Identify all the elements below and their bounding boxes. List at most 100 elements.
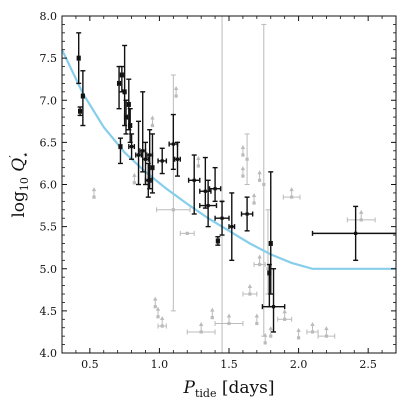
data-marker bbox=[77, 56, 81, 60]
data-marker bbox=[245, 212, 249, 216]
limit-point bbox=[91, 187, 97, 199]
limit-arrow-head bbox=[257, 254, 262, 259]
data-point bbox=[149, 133, 155, 194]
data-point bbox=[77, 106, 83, 117]
y-axis-label: log10 Q′⋆ bbox=[7, 151, 32, 217]
data-point bbox=[187, 154, 201, 215]
data-point bbox=[135, 120, 143, 186]
data-point bbox=[123, 99, 129, 135]
limit-point bbox=[257, 170, 262, 182]
limit-arrow-head bbox=[160, 316, 165, 321]
limit-point bbox=[296, 327, 301, 340]
data-marker bbox=[127, 102, 131, 107]
data-marker bbox=[220, 216, 224, 220]
limit-point bbox=[186, 321, 216, 335]
y-tick-label: 7.0 bbox=[40, 94, 58, 107]
limit-point bbox=[173, 86, 179, 98]
data-point bbox=[80, 70, 86, 127]
limit-points-layer bbox=[91, 15, 376, 354]
limit-arrow-head bbox=[240, 145, 246, 150]
data-point bbox=[215, 236, 221, 246]
limit-point bbox=[262, 332, 268, 345]
limit-point bbox=[346, 209, 376, 223]
model-curve bbox=[61, 49, 396, 270]
limit-arrow-head bbox=[282, 309, 287, 314]
limit-point bbox=[277, 309, 293, 322]
limit-marker bbox=[185, 231, 189, 235]
limit-point bbox=[153, 296, 158, 309]
y-tick-label: 6.0 bbox=[40, 179, 58, 192]
data-marker bbox=[192, 178, 196, 182]
limit-arrow-head bbox=[251, 193, 257, 198]
data-marker bbox=[117, 81, 121, 85]
limit-marker bbox=[245, 157, 249, 161]
data-point bbox=[261, 268, 286, 333]
x-tick-label: 1.0 bbox=[151, 358, 169, 371]
data-marker bbox=[143, 157, 148, 161]
data-marker bbox=[123, 90, 127, 94]
limit-marker bbox=[255, 321, 259, 326]
data-point bbox=[214, 200, 230, 236]
y-tick-label: 4.5 bbox=[40, 305, 58, 318]
y-tick-label: 4.0 bbox=[40, 347, 58, 360]
data-point bbox=[116, 65, 122, 110]
limit-marker bbox=[283, 317, 287, 321]
limit-point bbox=[150, 115, 155, 128]
limit-arrow-head bbox=[132, 172, 137, 177]
data-marker bbox=[120, 73, 124, 77]
data-point bbox=[117, 137, 123, 165]
limit-marker bbox=[171, 208, 175, 212]
limit-point bbox=[306, 321, 319, 335]
limit-point bbox=[157, 316, 167, 329]
limit-marker bbox=[258, 178, 262, 182]
data-point bbox=[208, 166, 222, 203]
limit-arrow-head bbox=[289, 187, 294, 192]
limit-arrow-head bbox=[257, 170, 262, 175]
data-marker bbox=[271, 305, 276, 309]
limit-arrow-head bbox=[91, 187, 97, 192]
limit-point bbox=[268, 326, 273, 338]
limit-point bbox=[219, 15, 225, 354]
limit-point bbox=[240, 166, 246, 178]
plot-area bbox=[61, 15, 396, 354]
axes-frame bbox=[61, 15, 397, 354]
limit-marker bbox=[359, 218, 363, 222]
data-marker bbox=[175, 157, 180, 161]
x-tick-label: 2.0 bbox=[290, 358, 308, 371]
data-point bbox=[128, 133, 136, 160]
data-marker bbox=[206, 203, 210, 208]
data-marker bbox=[171, 142, 175, 146]
data-marker bbox=[213, 187, 217, 191]
y-tick-label: 6.5 bbox=[40, 136, 58, 149]
limit-point bbox=[242, 284, 258, 297]
limit-marker bbox=[263, 341, 267, 345]
data-point bbox=[228, 192, 236, 262]
limit-arrow-head bbox=[173, 86, 179, 91]
data-marker bbox=[81, 94, 85, 98]
limit-marker bbox=[258, 262, 262, 267]
y-tick-label: 5.0 bbox=[40, 263, 58, 276]
data-point bbox=[126, 78, 132, 131]
limit-arrow-head bbox=[155, 306, 161, 311]
limit-arrow-head bbox=[226, 313, 232, 318]
limit-arrow-head bbox=[254, 313, 260, 318]
limit-point bbox=[261, 23, 267, 337]
data-marker bbox=[141, 149, 145, 153]
x-axis-label: Ptide [days] bbox=[183, 378, 275, 400]
limit-point bbox=[317, 326, 336, 339]
limit-point bbox=[282, 187, 301, 200]
y-tick-label: 8.0 bbox=[40, 10, 58, 23]
limit-marker bbox=[266, 267, 270, 271]
data-point bbox=[76, 32, 82, 85]
limit-marker bbox=[324, 334, 329, 338]
limit-arrow-head bbox=[150, 115, 155, 120]
data-marker bbox=[146, 178, 150, 182]
data-point bbox=[311, 205, 396, 262]
limit-arrow-head bbox=[240, 166, 246, 171]
y-tick-label: 7.5 bbox=[40, 52, 58, 65]
data-marker bbox=[78, 109, 82, 113]
limit-marker bbox=[248, 292, 252, 296]
data-point bbox=[144, 162, 152, 198]
data-marker bbox=[128, 123, 132, 128]
data-marker bbox=[118, 144, 123, 149]
